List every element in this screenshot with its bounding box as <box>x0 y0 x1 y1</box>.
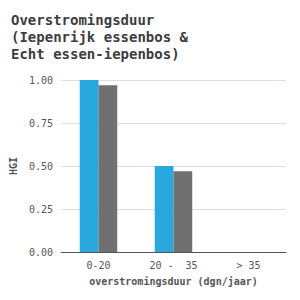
svg-text:1.00: 1.00 <box>29 75 53 86</box>
svg-text:Overstromingsduur: Overstromingsduur <box>11 12 154 28</box>
svg-text:20 - 35: 20 - 35 <box>149 260 197 271</box>
svg-text:HGI: HGI <box>8 157 19 175</box>
svg-text:0-20: 0-20 <box>86 260 110 271</box>
svg-text:Echt essen-iepenbos): Echt essen-iepenbos) <box>11 46 180 62</box>
svg-text:0.75: 0.75 <box>29 118 53 129</box>
svg-text:0.00: 0.00 <box>29 247 53 258</box>
svg-text:0.25: 0.25 <box>29 204 53 215</box>
svg-text:overstromingsduur (dgn/jaar): overstromingsduur (dgn/jaar) <box>89 276 258 287</box>
svg-text:(Iepenrijk essenbos &: (Iepenrijk essenbos & <box>11 29 189 45</box>
svg-text:> 35: > 35 <box>236 260 260 271</box>
svg-text:0.50: 0.50 <box>29 161 53 172</box>
